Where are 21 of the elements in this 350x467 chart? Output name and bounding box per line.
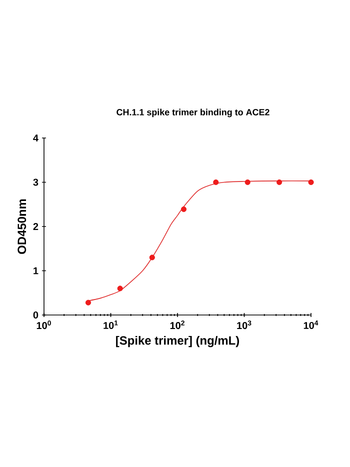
point	[308, 179, 314, 186]
x-tick-label: 10$^{4}$	[304, 320, 318, 330]
point	[244, 179, 250, 186]
point	[276, 179, 282, 186]
y-axis-title: OD450nm	[18, 199, 26, 254]
y-tick-label: 4	[33, 134, 38, 142]
point	[180, 206, 187, 212]
y-tick-label: 1	[34, 267, 38, 274]
point	[213, 179, 219, 186]
x-tick-label: 10$^{2}$	[170, 320, 184, 330]
x-axis-title: [Spike trimer] (ng/mL)	[116, 336, 240, 348]
point	[117, 286, 123, 292]
point	[149, 254, 155, 260]
y-tick-label: 0	[33, 311, 38, 319]
chart-title: CH.1.1 spike trimer binding to ACE2	[116, 108, 270, 118]
y-tick-label: 2	[33, 223, 38, 230]
x-tick-label: 10$^{1}$	[104, 320, 118, 330]
y-tick-label: 3	[33, 178, 38, 186]
x-tick-label: 10$^{0}$	[36, 320, 51, 330]
x-tick-label: 10$^{3}$	[237, 320, 252, 330]
point	[85, 300, 92, 306]
